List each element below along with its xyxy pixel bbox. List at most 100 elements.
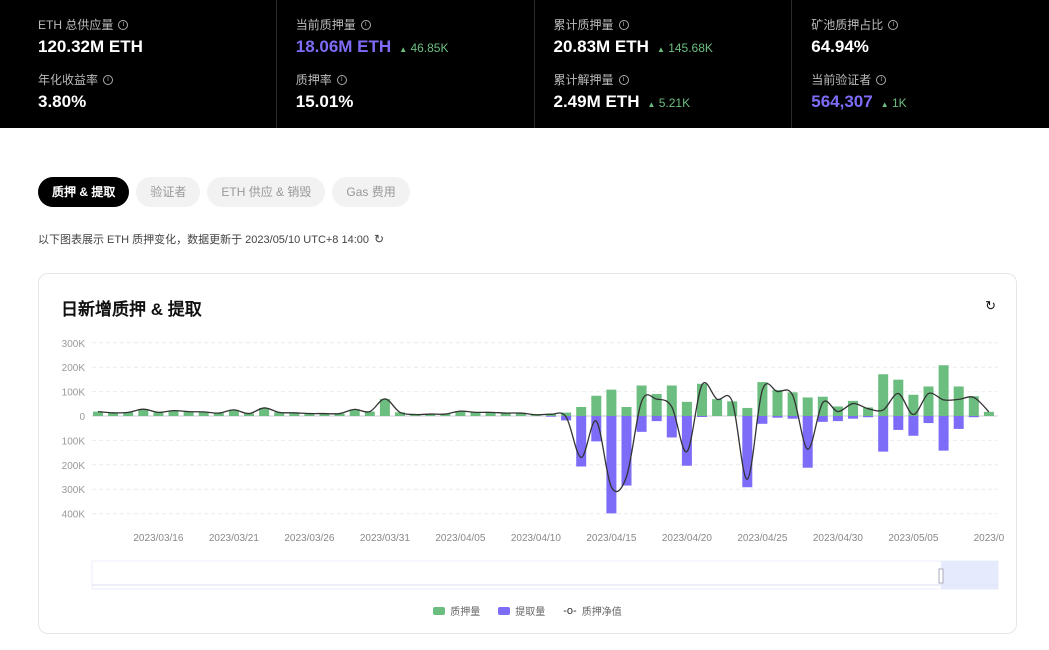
deposit-bar[interactable]	[787, 392, 798, 416]
deposit-bar[interactable]	[772, 389, 783, 416]
withdraw-bar[interactable]	[878, 416, 889, 452]
withdraw-bar[interactable]	[832, 416, 843, 422]
withdraw-bar[interactable]	[697, 416, 707, 417]
deposit-bar[interactable]	[666, 385, 677, 417]
deposit-bar[interactable]	[198, 411, 209, 416]
withdraw-bar[interactable]	[621, 416, 632, 486]
tab-eth-supply[interactable]: ETH 供应 & 销毁	[207, 177, 326, 207]
deposit-bar[interactable]	[455, 411, 466, 416]
withdraw-bar[interactable]	[576, 416, 587, 467]
deposit-bar[interactable]	[410, 414, 421, 416]
withdraw-bar[interactable]	[863, 416, 874, 418]
withdraw-bar[interactable]	[923, 416, 934, 424]
deposit-bar[interactable]	[93, 411, 103, 416]
deposit-bar[interactable]	[259, 407, 270, 416]
deposit-bar[interactable]	[168, 410, 179, 416]
deposit-bar[interactable]	[244, 413, 254, 416]
deposit-bar[interactable]	[138, 409, 149, 416]
info-icon[interactable]: i	[888, 19, 899, 30]
info-icon[interactable]: i	[336, 74, 347, 85]
info-icon[interactable]: i	[103, 74, 114, 85]
withdraw-bar[interactable]	[606, 416, 617, 514]
deposit-bar[interactable]	[485, 412, 496, 416]
deposit-bar[interactable]	[681, 401, 692, 416]
deposit-bar[interactable]	[470, 412, 481, 416]
deposit-bar[interactable]	[440, 414, 451, 416]
deposit-bar[interactable]	[757, 382, 768, 416]
withdraw-bar[interactable]	[953, 416, 964, 429]
info-icon[interactable]: i	[118, 19, 129, 30]
deposit-bar[interactable]	[938, 365, 949, 416]
withdraw-bar[interactable]	[546, 416, 556, 417]
withdraw-bar[interactable]	[636, 416, 647, 432]
withdraw-bar[interactable]	[802, 416, 813, 468]
deposit-bar[interactable]	[561, 412, 572, 416]
legend-deposit[interactable]: 质押量	[433, 603, 480, 618]
legend-withdraw[interactable]: 提取量	[498, 603, 545, 618]
withdraw-bar[interactable]	[666, 416, 677, 438]
deposit-bar[interactable]	[515, 413, 526, 416]
deposit-bar[interactable]	[379, 398, 390, 416]
deposit-bar[interactable]	[893, 379, 904, 416]
deposit-bar[interactable]	[953, 386, 964, 416]
zoom-slider-window[interactable]	[941, 561, 998, 589]
withdraw-bar[interactable]	[757, 416, 768, 424]
withdraw-bar[interactable]	[938, 416, 949, 451]
deposit-bar[interactable]	[304, 413, 315, 416]
deposit-bar[interactable]	[968, 396, 979, 416]
deposit-bar[interactable]	[319, 413, 330, 416]
deposit-bar[interactable]	[802, 397, 813, 416]
deposit-bar[interactable]	[591, 395, 602, 416]
withdraw-bar[interactable]	[681, 416, 692, 466]
tab-gas[interactable]: Gas 费用	[332, 177, 410, 207]
withdraw-bar[interactable]	[848, 416, 858, 419]
withdraw-bar[interactable]	[908, 416, 919, 436]
withdraw-bar[interactable]	[591, 416, 602, 442]
deposit-bar[interactable]	[817, 396, 828, 416]
deposit-bar[interactable]	[983, 411, 994, 416]
deposit-bar[interactable]	[228, 409, 239, 416]
deposit-bar[interactable]	[606, 389, 617, 416]
deposit-bar[interactable]	[364, 411, 375, 416]
deposit-bar[interactable]	[712, 399, 723, 416]
deposit-bar[interactable]	[923, 386, 934, 416]
deposit-bar[interactable]	[727, 401, 738, 416]
deposit-bar[interactable]	[863, 407, 874, 416]
info-icon[interactable]: i	[360, 19, 371, 30]
deposit-bar[interactable]	[213, 413, 224, 416]
withdraw-bar[interactable]	[742, 416, 753, 488]
legend-net[interactable]: -o- 质押净值	[563, 603, 621, 619]
withdraw-bar[interactable]	[787, 416, 798, 419]
deposit-bar[interactable]	[289, 412, 300, 416]
deposit-bar[interactable]	[108, 412, 119, 416]
deposit-bar[interactable]	[395, 412, 405, 416]
deposit-bar[interactable]	[274, 412, 285, 416]
deposit-bar[interactable]	[742, 407, 753, 416]
deposit-bar[interactable]	[153, 412, 164, 416]
refresh-icon[interactable]: ↻	[374, 232, 385, 246]
deposit-bar[interactable]	[697, 383, 707, 416]
refresh-chart-icon[interactable]: ↻	[985, 298, 996, 313]
tab-validators[interactable]: 验证者	[136, 177, 201, 207]
withdraw-bar[interactable]	[651, 416, 662, 422]
withdraw-bar[interactable]	[968, 416, 979, 418]
deposit-bar[interactable]	[878, 374, 889, 416]
deposit-bar[interactable]	[334, 413, 345, 416]
deposit-bar[interactable]	[621, 406, 632, 416]
withdraw-bar[interactable]	[893, 416, 904, 430]
deposit-bar[interactable]	[908, 394, 919, 416]
slider-handle[interactable]	[938, 568, 944, 584]
tab-staking[interactable]: 质押 & 提取	[38, 177, 130, 207]
deposit-bar[interactable]	[500, 413, 511, 416]
deposit-bar[interactable]	[576, 406, 587, 416]
withdraw-bar[interactable]	[817, 416, 828, 422]
info-icon[interactable]: i	[618, 74, 629, 85]
deposit-bar[interactable]	[651, 394, 662, 416]
deposit-bar[interactable]	[183, 411, 194, 416]
deposit-bar[interactable]	[349, 409, 360, 416]
info-icon[interactable]: i	[876, 74, 887, 85]
info-icon[interactable]: i	[618, 19, 629, 30]
deposit-bar[interactable]	[848, 400, 858, 416]
withdraw-bar[interactable]	[772, 416, 783, 418]
deposit-bar[interactable]	[123, 412, 134, 416]
